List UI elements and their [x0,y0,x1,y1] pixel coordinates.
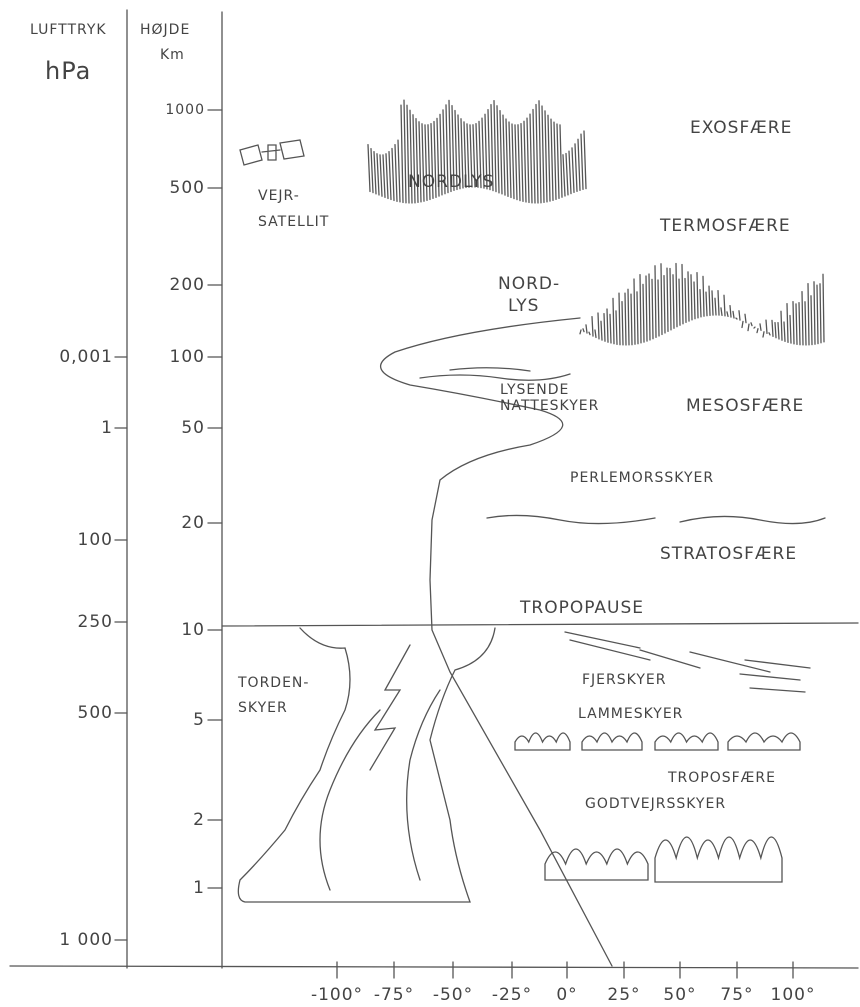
pressure-unit: hPa [45,57,91,85]
layer-label: TROPOSFÆRE [667,770,776,786]
phenomenon-label: SKYER [238,700,288,716]
pressure-tick-label: 250 [78,612,113,632]
altocumulus-cloud [728,733,800,750]
aurora-low [580,264,824,346]
height-tick-label: 10 [181,620,205,640]
pressure-title: LUFTTRYK [30,22,107,38]
cumulus-cloud [655,837,782,882]
height-tick-label: 500 [170,178,205,198]
phenomenon-label: LYSENDE [500,382,569,398]
phenomenon-label: NATTESKYER [500,398,599,414]
temperature-tick-label: 50° [663,985,696,1005]
phenomenon-label: LYS [508,296,539,316]
temperature-tick-label: -75° [374,985,414,1005]
layer-label: EXOSFÆRE [690,118,792,138]
temperature-tick-label: 75° [720,985,753,1005]
cloud-detail [320,690,440,890]
phenomenon-label: NORD- [498,274,560,294]
pressure-tick-label: 100 [78,530,113,550]
altocumulus-cloud [582,733,642,750]
phenomenon-label: LAMMESKYER [578,706,683,722]
phenomenon-label: FJERSKYER [582,672,666,688]
temperature-tick-label: 100° [771,985,816,1005]
cumulus-cloud [545,849,648,880]
height-tick-label: 5 [193,710,205,730]
phenomenon-label: PERLEMORSSKYER [570,470,714,486]
height-tick-label: 20 [181,513,205,533]
phenomenon-label: NORDLYS [408,172,494,192]
altocumulus-cloud [655,733,718,750]
base-line [10,966,858,968]
height-tick-label: 2 [193,810,205,830]
thunder-cloud [238,628,495,902]
phenomenon-label: GODTVEJRSSKYER [585,796,726,812]
height-tick-label: 1 [193,878,205,898]
altocumulus-cloud [515,733,570,750]
layer-label: MESOSFÆRE [686,396,804,416]
height-unit: Km [160,47,185,63]
height-tick-label: 100 [170,347,205,367]
pressure-tick-label: 1 000 [59,930,113,950]
temperature-tick-label: -25° [492,985,532,1005]
satellite [240,140,304,165]
height-title: HØJDE [140,22,190,38]
phenomenon-label: VEJR- [258,188,300,204]
labels: EXOSFÆRE NORDLYS VEJR- SATELLIT TERMOSFÆ… [237,118,804,812]
height-tick-label: 50 [181,418,205,438]
temperature-tick-label: -100° [311,985,363,1005]
phenomenon-label: SATELLIT [258,214,329,230]
height-tick-label: 1000 [165,102,205,118]
atmosphere-diagram: LUFTTRYK hPa HØJDE Km 0,00111002505001 0… [0,0,860,1007]
layer-label: STRATOSFÆRE [660,544,797,564]
page: LUFTTRYK hPa HØJDE Km 0,00111002505001 0… [0,0,860,1007]
noctilucent-cloud [420,368,570,381]
tropopause-line [222,623,858,626]
height-tick-label: 200 [170,275,205,295]
layer-label: TROPOPAUSE [519,598,644,618]
pressure-tick-label: 500 [78,703,113,723]
temperature-tick-label: 0° [556,985,577,1005]
layer-label: TERMOSFÆRE [659,216,791,236]
temperature-tick-label: -50° [433,985,473,1005]
phenomenon-label: TORDEN- [237,675,309,691]
pressure-tick-label: 0,001 [59,347,113,367]
nacreous-cloud [487,515,825,523]
lightning [370,645,410,770]
temperature-tick-label: 25° [607,985,640,1005]
pressure-tick-label: 1 [101,418,113,438]
